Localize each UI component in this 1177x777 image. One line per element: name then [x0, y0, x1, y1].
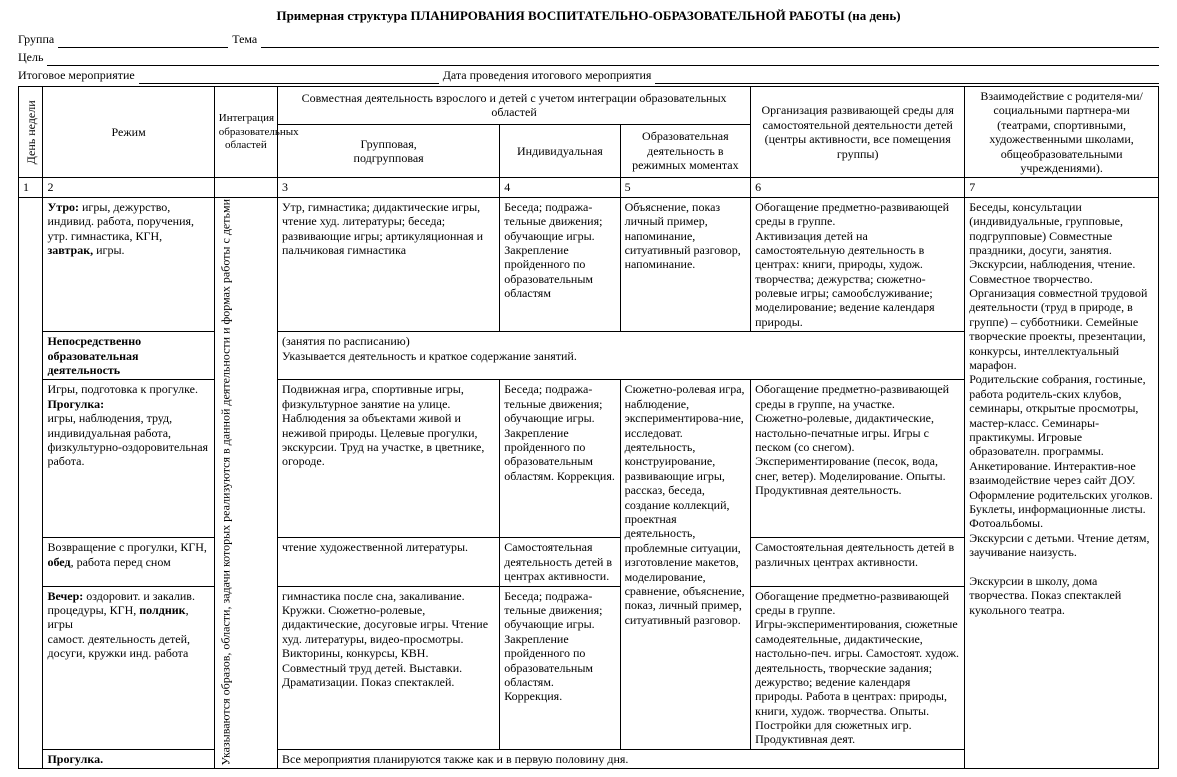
row-morning: Утро: игры, дежурство, индивид. работа, … [19, 197, 1159, 332]
cell-morning-group: Утр, гимнастика; дидактические игры, чте… [277, 197, 499, 332]
col-group-sub-header: Групповая, подгрупповая [277, 124, 499, 178]
col-regime-moments-header: Образовательная деятельность в режимных … [620, 124, 751, 178]
line-goal: Цель [18, 48, 1159, 66]
cell-evening-org: Обогащение предметно-развивающей среды в… [751, 586, 965, 749]
cell-morning-org: Обогащение предметно-развивающей среды в… [751, 197, 965, 332]
underline-final-date[interactable] [655, 70, 1159, 84]
num-2: 2 [43, 178, 214, 197]
header-row-1: День недели Режим Интеграция образовател… [19, 87, 1159, 125]
label-group: Группа [18, 30, 58, 48]
num-1: 1 [19, 178, 43, 197]
label-theme: Тема [228, 30, 261, 48]
col-day-header: День недели [19, 87, 43, 178]
cell-morning-moments: Объяснение, показ личный пример, напомин… [620, 197, 751, 332]
cell-return-group: чтение художественной литературы. [277, 538, 499, 586]
cell-morning-indiv: Беседа; подража-тельные движения; обучаю… [500, 197, 620, 332]
cell-walk-moments: Сюжетно-ролевая игра, наблюдение, экспер… [620, 380, 751, 749]
num-6: 6 [751, 178, 965, 197]
num-4: 4 [500, 178, 620, 197]
page-title: Примерная структура ПЛАНИРОВАНИЯ ВОСПИТА… [18, 8, 1159, 24]
cell-integration-vertical: Указываются образов, области, задачи кот… [214, 197, 277, 769]
col-indiv-header: Индивидуальная [500, 124, 620, 178]
cell-day[interactable] [19, 197, 43, 769]
cell-evening-indiv: Беседа; подража-тельные движения; обучаю… [500, 586, 620, 749]
num-blank [214, 178, 277, 197]
planning-table: День недели Режим Интеграция образовател… [18, 86, 1159, 769]
header-block: Группа Тема Цель Итоговое мероприятие Да… [18, 30, 1159, 84]
underline-group[interactable] [58, 34, 228, 48]
line-group-theme: Группа Тема [18, 30, 1159, 48]
cell-walk-group: Подвижная игра, спортивные игры, физкуль… [277, 380, 499, 538]
col-inter-header: Взаимодействие с родителя-ми/ социальным… [965, 87, 1159, 178]
cell-return-org: Самостоятельная деятельность детей в раз… [751, 538, 965, 586]
cell-nod-regime: Непосредственно образовательная деятельн… [43, 332, 214, 380]
label-goal: Цель [18, 48, 47, 66]
cell-interaction: Беседы, консультации (индивидуальные, гр… [965, 197, 1159, 769]
line-final: Итоговое мероприятие Дата проведения ито… [18, 66, 1159, 84]
cell-morning-regime: Утро: игры, дежурство, индивид. работа, … [43, 197, 214, 332]
number-row: 1 2 3 4 5 6 7 [19, 178, 1159, 197]
cell-evening-regime: Вечер: оздоровит. и закалив. процедуры, … [43, 586, 214, 749]
label-final-event: Итоговое мероприятие [18, 66, 139, 84]
cell-evening-group: гимнастика после сна, закаливание. Кружк… [277, 586, 499, 749]
underline-final-event[interactable] [139, 70, 439, 84]
col-joint-header: Совместная деятельность взрослого и дете… [277, 87, 750, 125]
col-regime-header: Режим [43, 87, 214, 178]
underline-goal[interactable] [47, 52, 1159, 66]
cell-walk-regime: Игры, подготовка к прогулке. Прогулка: и… [43, 380, 214, 538]
cell-walk-org: Обогащение предметно-развивающей среды в… [751, 380, 965, 538]
col-integ-header: Интеграция образовательных областей [214, 87, 277, 178]
cell-walk2-merged: Все мероприятия планируются также как и … [277, 749, 964, 768]
cell-walk-indiv: Беседа; подража-тельные движения; обучаю… [500, 380, 620, 538]
num-7: 7 [965, 178, 1159, 197]
num-3: 3 [277, 178, 499, 197]
num-5: 5 [620, 178, 751, 197]
cell-walk2-regime: Прогулка. [43, 749, 214, 768]
cell-nod-merged: (занятия по расписанию) Указывается деят… [277, 332, 964, 380]
col-org-header: Организация развивающей среды для самост… [751, 87, 965, 178]
underline-theme[interactable] [261, 34, 1159, 48]
label-final-date: Дата проведения итогового мероприятия [439, 66, 656, 84]
cell-return-regime: Возвращение с прогулки, КГН, обед, работ… [43, 538, 214, 586]
cell-return-indiv: Самостоятельная деятельность детей в цен… [500, 538, 620, 586]
